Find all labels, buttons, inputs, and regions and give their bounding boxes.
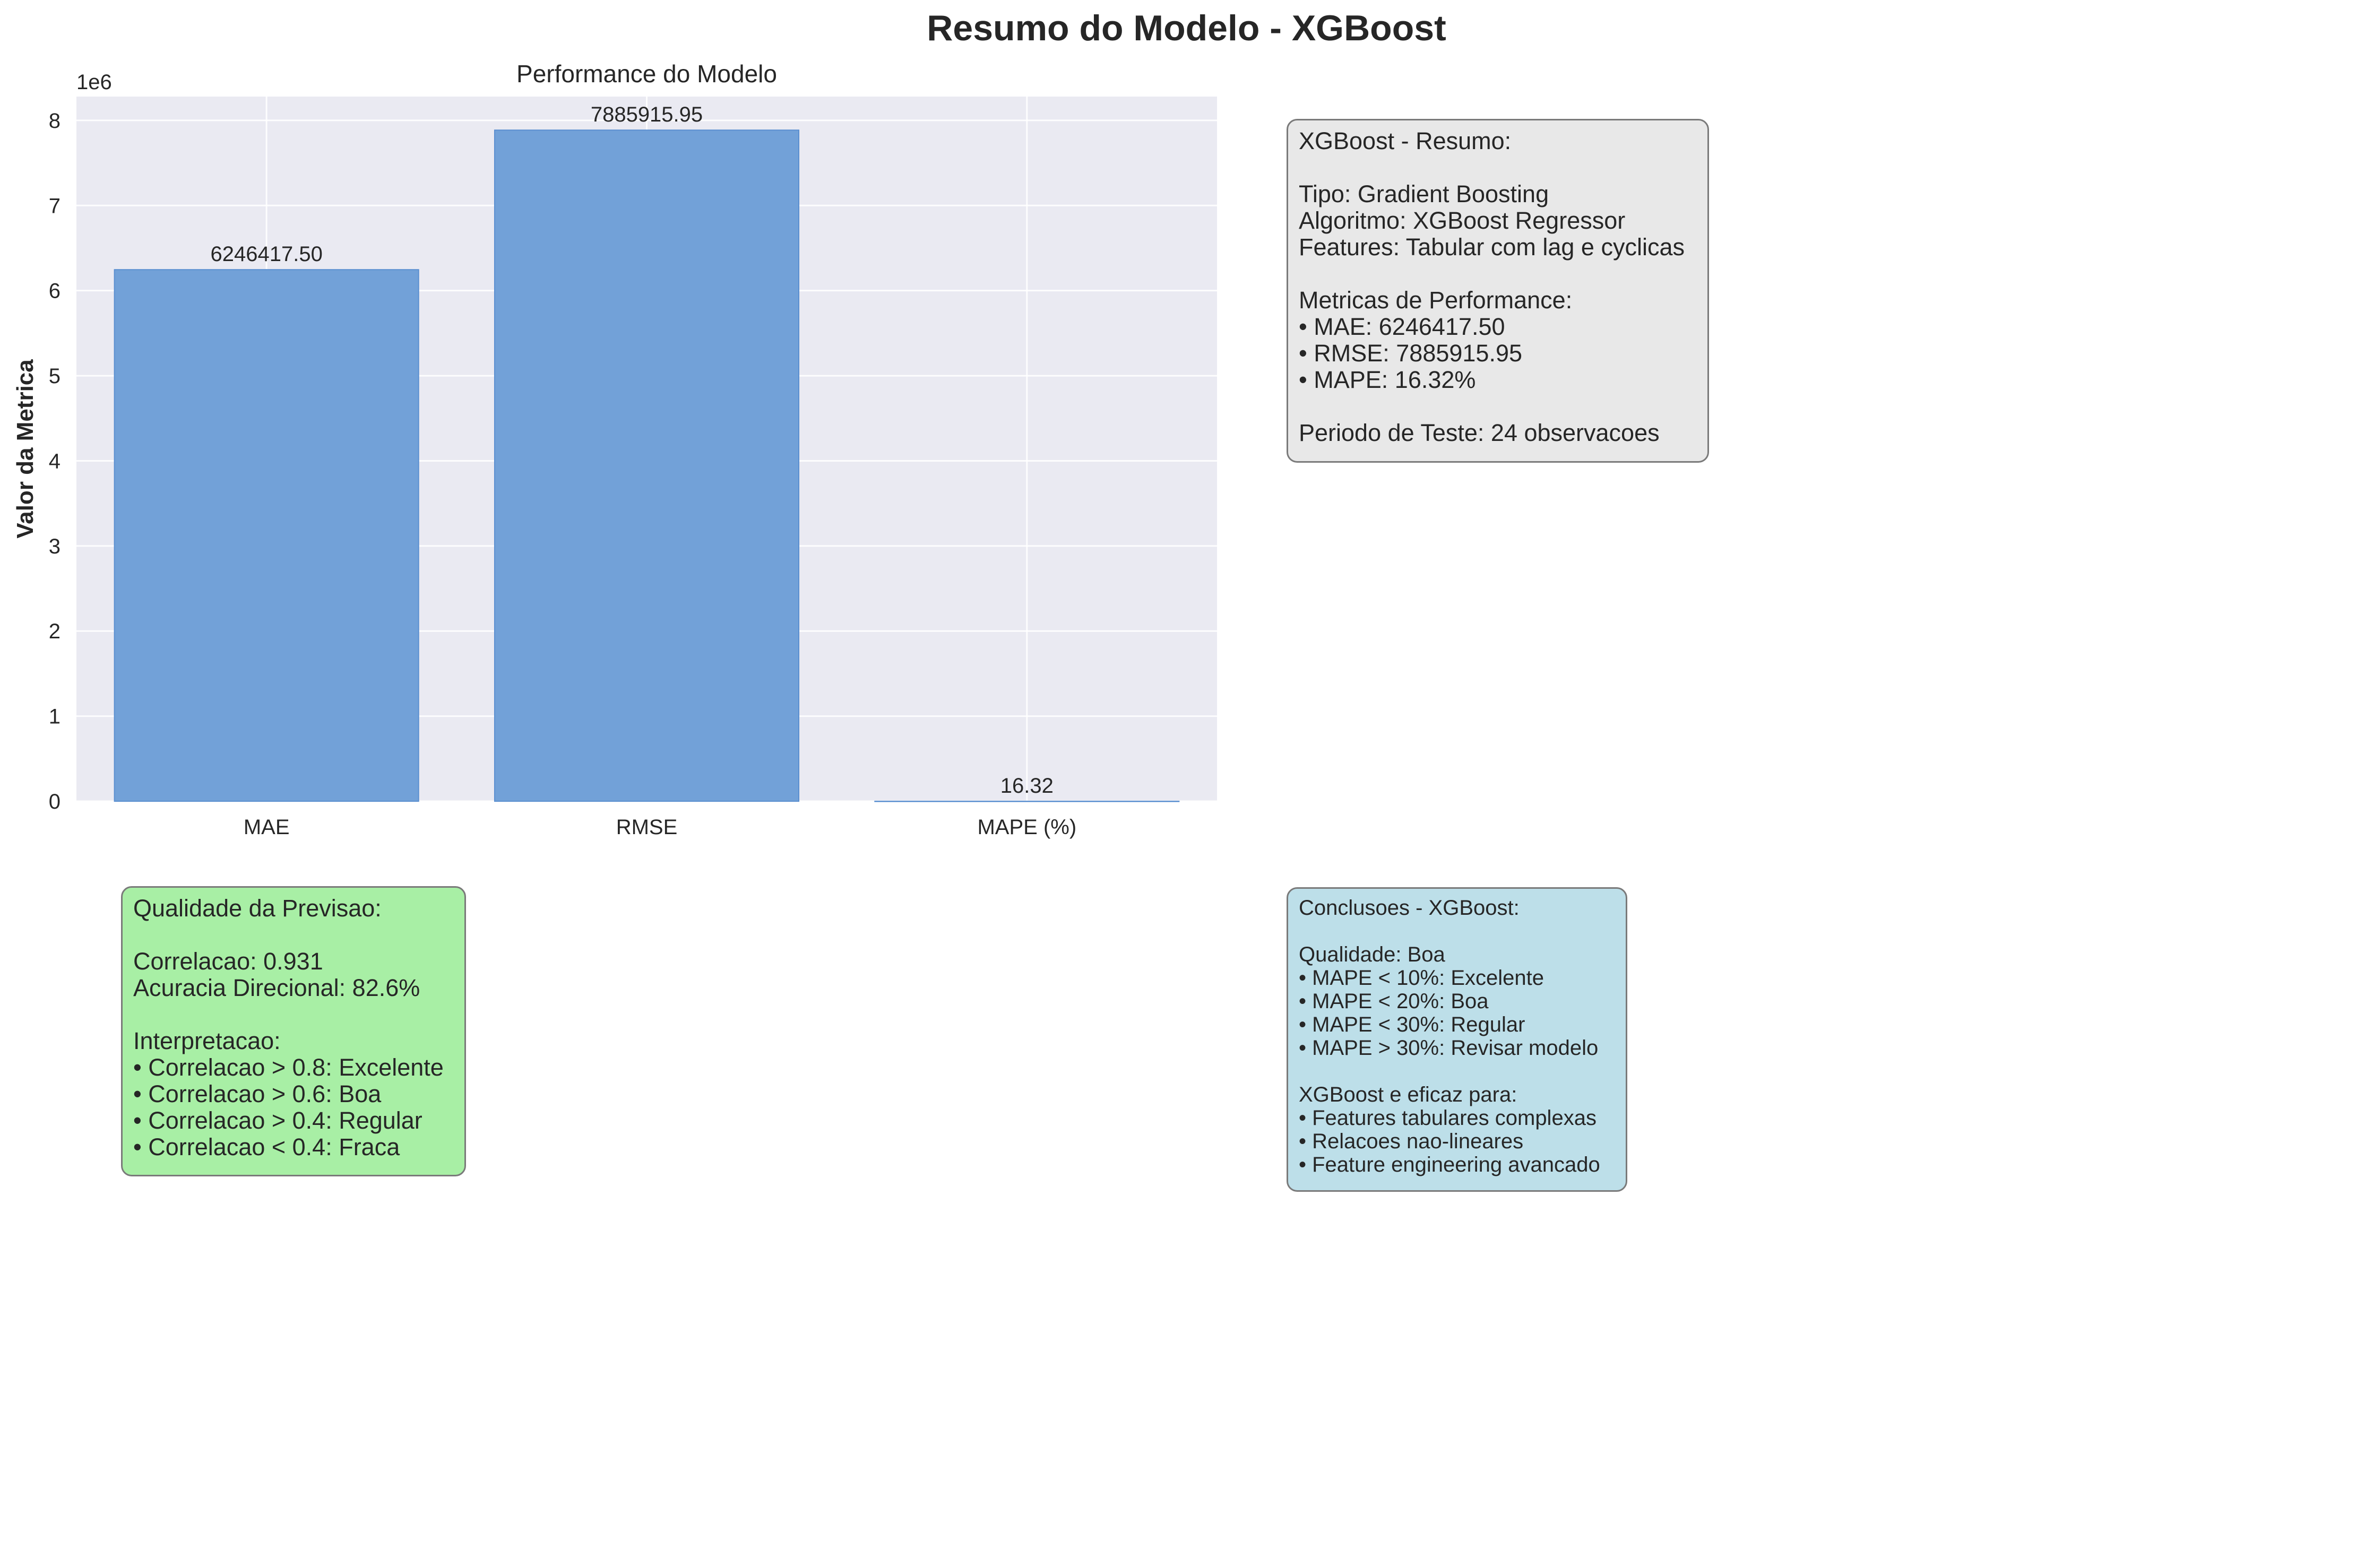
figure-title: Resumo do Modelo - XGBoost [927, 8, 1446, 48]
bar-value-label: 6246417.50 [211, 242, 323, 266]
y-tick-label: 0 [49, 790, 61, 813]
chart-title: Performance do Modelo [516, 60, 777, 88]
bar-rmse [494, 129, 800, 802]
summary-box: XGBoost - Resumo: Tipo: Gradient Boostin… [1287, 119, 1709, 463]
x-tick-label: MAPE (%) [977, 816, 1076, 839]
bar-value-label: 7885915.95 [591, 103, 703, 126]
bar-mape [874, 800, 1180, 802]
x-tick-label: MAE [244, 816, 290, 839]
quality-box: Qualidade da Previsao: Correlacao: 0.931… [121, 886, 466, 1176]
y-tick-label: 6 [49, 280, 61, 303]
bar-mae [114, 269, 419, 802]
y-axis-label: Valor da Metrica [12, 359, 38, 539]
performance-bar-chart: 0 1 2 3 4 5 6 7 8 6246417.50 MAE 7885915.95 RMSE 16.3… [12, 60, 1217, 839]
y-tick-label: 8 [49, 109, 61, 133]
conclusions-box: Conclusoes - XGBoost: Qualidade: Boa • M… [1287, 887, 1627, 1192]
y-tick-label: 7 [49, 194, 61, 218]
bar-value-label: 16.32 [1000, 774, 1054, 798]
y-tick-label: 1 [49, 705, 61, 729]
y-tick-label: 3 [49, 535, 61, 558]
x-tick-label: RMSE [616, 816, 678, 839]
y-tick-label: 4 [49, 449, 61, 473]
y-tick-label: 5 [49, 365, 61, 388]
y-tick-label: 2 [49, 620, 61, 643]
axis-offset-text: 1e6 [76, 71, 112, 94]
